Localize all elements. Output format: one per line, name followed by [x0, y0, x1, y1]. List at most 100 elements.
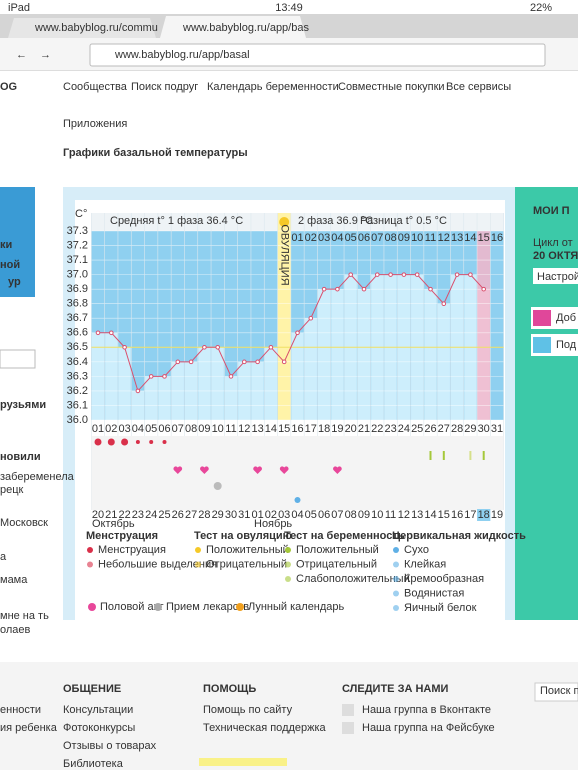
temperature-point[interactable]: [148, 374, 154, 379]
footer-link[interactable]: енности: [0, 704, 41, 716]
temperature-point[interactable]: [454, 272, 460, 277]
temperature-point[interactable]: [228, 374, 234, 379]
y-tick-label: 36.4: [67, 356, 88, 368]
sidebar-link[interactable]: забеременела: [0, 471, 75, 483]
temperature-point[interactable]: [468, 272, 473, 277]
month-label: Ноябрь: [254, 518, 292, 530]
temperature-point[interactable]: [308, 315, 314, 321]
temperature-point[interactable]: [414, 272, 420, 277]
footer-heading: СЛЕДИТЕ ЗА НАМИ: [342, 683, 449, 695]
banner-text[interactable]: ной: [0, 259, 20, 271]
tab-title[interactable]: www.babyblog.ru/commu: [34, 22, 158, 34]
sidebar-link[interactable]: новили: [0, 451, 41, 463]
test-icon: [469, 451, 472, 460]
sidebar-link[interactable]: рузьями: [0, 399, 46, 411]
date-label: 15: [438, 509, 450, 521]
nav-link[interactable]: Все сервисы: [446, 81, 511, 93]
temperature-point[interactable]: [321, 286, 327, 292]
nav-link[interactable]: Календарь беременности: [207, 81, 339, 93]
x-tick-label: 25: [411, 423, 423, 435]
tab-active[interactable]: [160, 16, 306, 38]
date-label: 07: [331, 509, 343, 521]
temperature-point[interactable]: [135, 388, 141, 394]
banner-text[interactable]: ки: [0, 239, 12, 251]
temperature-point[interactable]: [175, 359, 181, 365]
nav-link[interactable]: Сообщества: [63, 81, 128, 93]
temperature-point[interactable]: [388, 272, 393, 277]
settings-button[interactable]: [533, 268, 578, 284]
temperature-point[interactable]: [122, 345, 127, 350]
y-tick-label: 37.2: [67, 239, 88, 251]
temperature-point[interactable]: [428, 286, 433, 292]
date-label: 26: [172, 509, 184, 521]
legend-item: Отрицательный: [206, 558, 287, 570]
sidebar-link[interactable]: а: [0, 551, 7, 563]
footer-link[interactable]: Наша группа в Вконтакте: [362, 704, 491, 716]
temperature-point[interactable]: [401, 272, 407, 277]
temperature-point[interactable]: [348, 272, 354, 277]
banner-text[interactable]: ур: [8, 276, 21, 288]
nav-link[interactable]: Поиск подруг: [131, 81, 198, 93]
sidebar-link[interactable]: мне на ть: [0, 610, 49, 622]
temperature-point[interactable]: [202, 345, 207, 350]
legend-icon: [154, 603, 162, 611]
temperature-point[interactable]: [441, 301, 447, 306]
heart-icon: [253, 466, 262, 474]
temperature-point[interactable]: [242, 359, 247, 365]
sidebar-link[interactable]: мама: [0, 574, 28, 586]
temperature-point[interactable]: [335, 286, 340, 292]
month-label: Октябрь: [92, 518, 135, 530]
footer-link[interactable]: Наша группа на Фейсбуке: [362, 722, 495, 734]
footer-link[interactable]: Консультации: [63, 704, 133, 716]
x-tick-label: 30: [478, 423, 490, 435]
date-label: 28: [198, 509, 210, 521]
x-tick-label: 28: [451, 423, 463, 435]
left-banner[interactable]: [0, 187, 35, 297]
menstruation-icon: [121, 438, 129, 446]
search-placeholder[interactable]: Поиск по: [540, 685, 578, 697]
temperature-point[interactable]: [215, 345, 220, 350]
footer-link[interactable]: Техническая поддержка: [203, 722, 327, 734]
date-label: 02: [265, 509, 277, 521]
back-button[interactable]: ←: [16, 49, 27, 61]
temperature-point[interactable]: [95, 330, 101, 336]
temperature-point[interactable]: [281, 359, 287, 365]
tab[interactable]: [8, 18, 156, 38]
logo[interactable]: OG: [0, 81, 17, 93]
search-box[interactable]: [534, 682, 578, 702]
forward-button[interactable]: →: [40, 49, 51, 61]
footer-link[interactable]: Библиотека: [63, 758, 124, 770]
sidebar-link[interactable]: Московск: [0, 517, 48, 529]
sidebar-link[interactable]: олаев: [0, 624, 31, 636]
footer-link[interactable]: Фотоконкурсы: [63, 722, 135, 734]
add-icon: [533, 310, 551, 326]
address-bar[interactable]: [89, 43, 546, 67]
temperature-point[interactable]: [188, 359, 194, 365]
date-label: 22: [118, 509, 130, 521]
temperature-point[interactable]: [255, 359, 260, 365]
temperature-point[interactable]: [375, 272, 380, 277]
x-tick-label: 22: [371, 423, 383, 435]
sub-label[interactable]: Под: [556, 339, 577, 351]
footer-link[interactable]: Помощь по сайту: [203, 704, 293, 716]
footer-link[interactable]: ия ребенка: [0, 722, 58, 734]
legend-icon: [285, 547, 291, 553]
nav-link[interactable]: Совместные покупки: [338, 81, 445, 93]
temperature-point[interactable]: [481, 286, 487, 292]
temperature-point[interactable]: [268, 345, 274, 350]
ovulation-icon: [279, 217, 290, 227]
sidebar-link[interactable]: рецк: [0, 484, 24, 496]
phase2-day: 15: [478, 232, 490, 244]
temperature-point[interactable]: [162, 374, 167, 379]
settings-label[interactable]: Настрой: [537, 271, 578, 283]
breadcrumb[interactable]: Приложения: [63, 118, 127, 130]
x-tick-label: 11: [225, 423, 236, 435]
left-input[interactable]: [0, 349, 36, 369]
url[interactable]: www.babyblog.ru/app/basal: [114, 49, 250, 61]
tab-title[interactable]: www.babyblog.ru/app/bas: [182, 22, 309, 34]
temperature-point[interactable]: [109, 330, 114, 336]
add-label[interactable]: Доб: [556, 312, 576, 324]
footer-link[interactable]: Отзывы о товарах: [63, 740, 157, 752]
temperature-point[interactable]: [295, 330, 300, 336]
temperature-point[interactable]: [361, 286, 367, 292]
